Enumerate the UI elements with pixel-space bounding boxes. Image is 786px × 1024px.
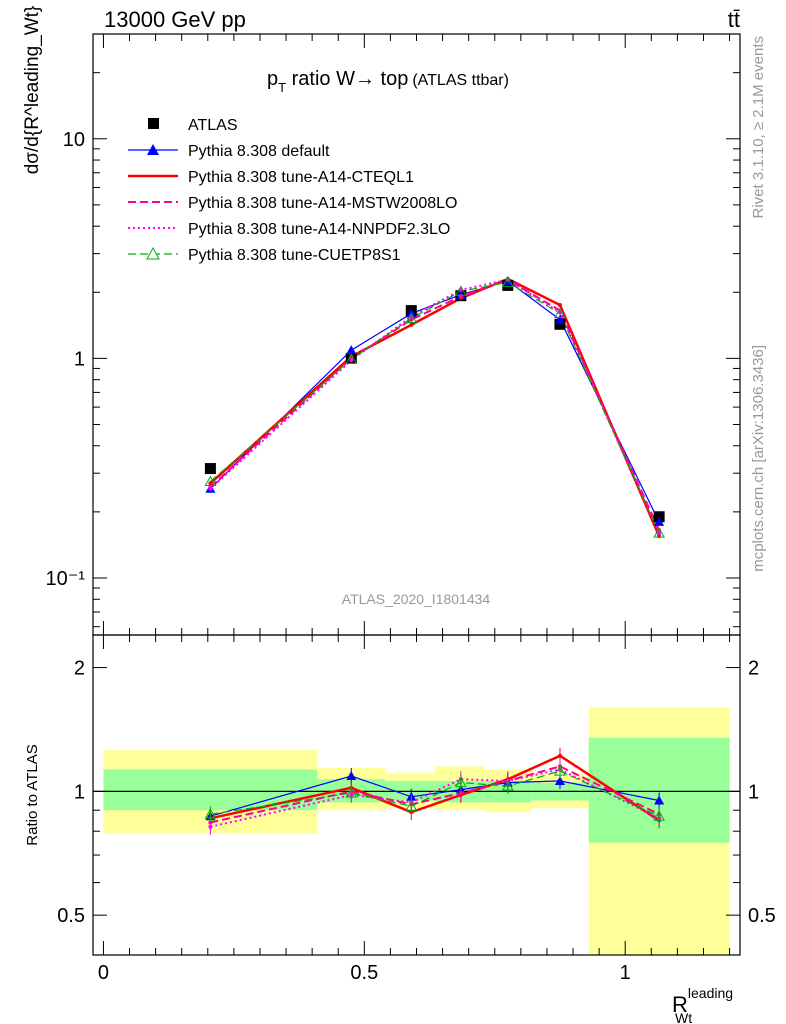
ratio-inner-band: [103, 769, 318, 811]
main-y-label-text: dσ/d{R^leading_Wt}: [22, 6, 43, 175]
legend-entry-2: Pythia 8.308 tune-A14-CTEQL1: [188, 169, 414, 186]
header-energy: 13000 GeV pp: [104, 7, 246, 32]
legend-marker-5: [146, 246, 160, 260]
analysis-watermark: ATLAS_2020_I1801434: [342, 591, 491, 607]
ratio-uncertainty-bands: [103, 707, 730, 955]
ratio-marker-4: [345, 787, 358, 798]
series-marker-4: [657, 531, 662, 536]
legend-entry-0: ATLAS: [188, 117, 238, 134]
legend-marker-atlas: [148, 118, 159, 129]
series-line-5: [210, 281, 660, 534]
series-marker-5: [554, 307, 566, 319]
rivet-label: Rivet 3.1.10, ≥ 2.1M events: [750, 36, 767, 219]
series-marker-5: [455, 285, 467, 296]
plot-title: pT ratio W→ top (ATLAS ttbar): [267, 68, 509, 95]
atlas-data-point: [502, 279, 514, 291]
main-y-label: dσ/d{R^leading_Wt}: [22, 6, 43, 175]
series-marker-2: [409, 322, 414, 327]
ratio-y-tick-label-right: 2: [748, 658, 759, 680]
ratio-y-tick-label-right: 1: [748, 781, 759, 803]
ratio-y-tick-label: 2: [74, 658, 85, 680]
legend-entry-3: Pythia 8.308 tune-A14-MSTW2008LO: [188, 195, 457, 212]
ratio-marker-4: [455, 776, 467, 788]
ratio-marker-0: [346, 770, 357, 780]
main-series-lines: [209, 277, 661, 537]
legend-entry-1: Pythia 8.308 default: [188, 143, 330, 160]
ratio-marker-0: [654, 795, 665, 805]
atlas-data-point: [204, 463, 216, 475]
series-marker-2: [557, 303, 562, 308]
legend-marker-1: [147, 144, 159, 155]
series-marker-5: [653, 527, 665, 538]
ratio-axis-ticks: 2 2 1 1 0.5 0.5 0 0.5 1: [57, 635, 776, 984]
ratio-marker-4: [501, 780, 514, 791]
x-axis-label: Rleading Wt: [672, 985, 733, 1024]
series-marker-5: [501, 276, 514, 287]
series-marker-5: [204, 475, 217, 487]
ratio-y-tick-label: 1: [74, 781, 85, 803]
header-process: tt̄: [728, 7, 740, 32]
legend-entry-5: Pythia 8.308 tune-CUETP8S1: [188, 247, 401, 264]
series-marker-5: [405, 312, 418, 323]
x-tick-label: 0: [98, 962, 109, 984]
ratio-y-tick-label-right: 0.5: [748, 905, 776, 927]
ratio-y-tick-label: 0.5: [57, 905, 85, 927]
atlas-data-point: [554, 318, 566, 330]
ratio-series-lines: [204, 747, 665, 835]
main-axis-ticks: 10 1 10⁻¹: [46, 33, 740, 635]
mcplots-label: mcplots.cern.ch [arXiv:1306.3436]: [750, 345, 767, 572]
ratio-marker-2: [458, 791, 463, 796]
series-marker-4: [349, 358, 354, 363]
series-line-2: [209, 277, 661, 537]
series-line-4: [209, 278, 661, 534]
ratio-marker-4: [653, 810, 665, 821]
series-line-3: [209, 278, 661, 531]
atlas-data-point: [653, 511, 665, 523]
x-tick-label: 1: [620, 962, 631, 984]
ratio-plot: 2 2 1 1 0.5 0.5 0 0.5 1 Ratio to ATLAS Rleading W…: [24, 634, 776, 1024]
main-y-tick-label: 10⁻¹: [46, 568, 86, 590]
series-marker-1: [346, 345, 357, 355]
ratio-plot-frame: [92, 634, 741, 956]
ratio-marker-4: [405, 800, 418, 811]
x-tick-label: 0.5: [350, 962, 378, 984]
ratio-marker-3: [208, 824, 213, 829]
main-y-tick-label: 1: [74, 348, 85, 370]
ratio-marker-4: [554, 765, 566, 776]
series-marker-2: [208, 481, 213, 486]
main-plot: 10 1 10⁻¹ pT ratio W→ top (ATLAS ttbar) dσ/…: [22, 6, 741, 636]
legend-entry-4: Pythia 8.308 tune-A14-NNPDF2.3LO: [188, 221, 450, 238]
legend: ATLAS Pythia 8.308 default Pythia 8.308 tu…: [128, 117, 457, 264]
series-marker-1: [654, 516, 665, 526]
main-y-tick-label: 10: [63, 129, 85, 151]
series-marker-5: [345, 353, 358, 364]
ratio-marker-0: [554, 775, 565, 785]
series-marker-3: [458, 294, 463, 299]
ratio-marker-1: [557, 753, 562, 758]
series-marker-1: [554, 314, 565, 324]
series-marker-3: [409, 317, 414, 322]
series-line-1: [209, 280, 660, 523]
series-marker-4: [208, 486, 213, 491]
ratio-marker-4: [204, 808, 217, 819]
main-series-markers: [204, 276, 665, 539]
ratio-y-label: Ratio to ATLAS: [24, 744, 41, 845]
